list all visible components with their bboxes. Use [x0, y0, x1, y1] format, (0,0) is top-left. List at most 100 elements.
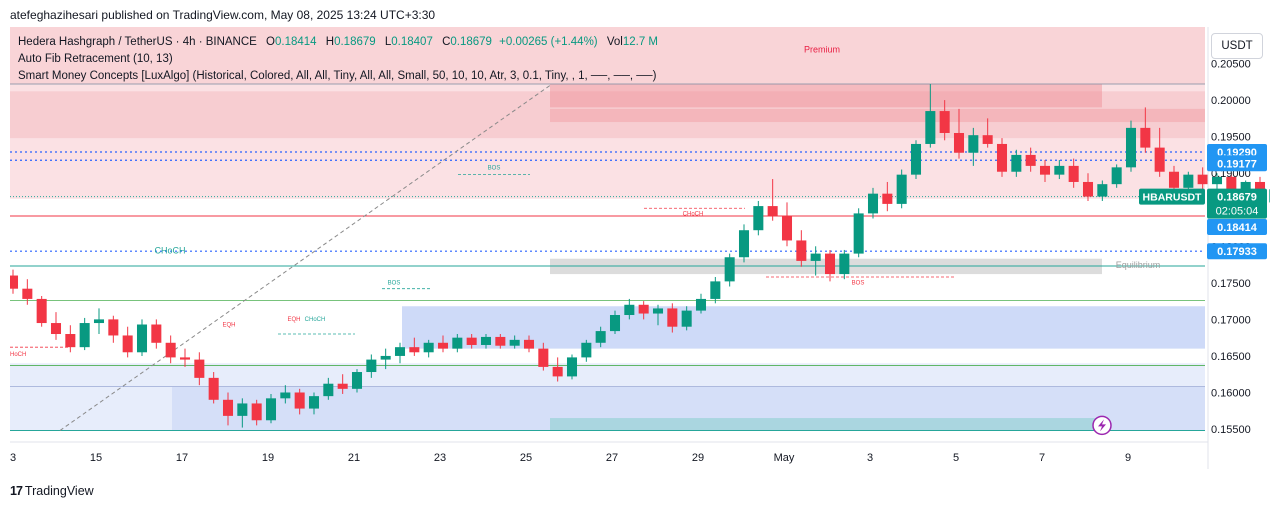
- candle-body[interactable]: [495, 336, 506, 346]
- candle-body[interactable]: [208, 377, 219, 400]
- candle-body[interactable]: [896, 174, 907, 204]
- candle-body[interactable]: [409, 347, 420, 353]
- candle-body[interactable]: [337, 383, 348, 389]
- candle-body[interactable]: [480, 336, 492, 345]
- candle-body[interactable]: [1140, 127, 1151, 148]
- candle-body[interactable]: [423, 342, 434, 353]
- candle-body[interactable]: [581, 342, 592, 358]
- publisher-line: atefeghazihesari published on TradingVie…: [10, 8, 436, 22]
- candle-body[interactable]: [1125, 127, 1137, 168]
- candle-body[interactable]: [222, 399, 234, 416]
- candle-body[interactable]: [595, 331, 606, 343]
- candle-body[interactable]: [867, 193, 879, 214]
- candle-body[interactable]: [724, 257, 735, 282]
- candle-body[interactable]: [366, 359, 377, 373]
- candle-body[interactable]: [1111, 167, 1122, 185]
- candle-body[interactable]: [136, 324, 148, 353]
- candle-body[interactable]: [781, 215, 793, 241]
- candle-body[interactable]: [437, 342, 449, 349]
- candle-body[interactable]: [1183, 174, 1194, 188]
- candle-body[interactable]: [910, 143, 922, 175]
- candle-body[interactable]: [667, 308, 678, 327]
- candle-body[interactable]: [753, 206, 764, 231]
- candle-body[interactable]: [1039, 165, 1051, 175]
- candle-body[interactable]: [982, 135, 993, 144]
- candle-body[interactable]: [1197, 174, 1208, 185]
- candle-body[interactable]: [122, 335, 133, 353]
- legend-symbol[interactable]: Hedera Hashgraph / TetherUS · 4h · BINAN…: [18, 36, 257, 48]
- candle-body[interactable]: [882, 193, 893, 204]
- candle-body[interactable]: [452, 337, 463, 349]
- candle-body[interactable]: [853, 213, 864, 254]
- candle-body[interactable]: [566, 357, 578, 377]
- candle-body[interactable]: [10, 275, 19, 289]
- candle-body[interactable]: [939, 111, 950, 133]
- candle-body[interactable]: [552, 366, 563, 377]
- candle-body[interactable]: [738, 230, 750, 258]
- currency-selector[interactable]: USDT: [1211, 33, 1263, 59]
- candle-body[interactable]: [108, 319, 119, 336]
- candle-body[interactable]: [93, 319, 105, 324]
- candle-body[interactable]: [237, 403, 248, 416]
- candle-body[interactable]: [1054, 165, 1065, 175]
- candle-body[interactable]: [323, 383, 334, 397]
- candle-body[interactable]: [710, 281, 721, 299]
- candle-body[interactable]: [1097, 184, 1108, 197]
- candle-body[interactable]: [351, 372, 363, 389]
- candle-body[interactable]: [1154, 147, 1165, 172]
- candle-body[interactable]: [194, 359, 205, 378]
- candle-body[interactable]: [251, 403, 262, 421]
- chart-area[interactable]: Premium Equilibrium CHoCH BOS BOS CHoCH EQH EQH…: [10, 27, 1270, 469]
- candle-body[interactable]: [681, 310, 692, 327]
- candle-body[interactable]: [1168, 171, 1180, 188]
- candle-body[interactable]: [179, 357, 191, 360]
- candle-body[interactable]: [1068, 165, 1079, 182]
- candle-body[interactable]: [609, 315, 621, 332]
- candle-body[interactable]: [294, 392, 305, 409]
- choch-left-label: HoCH: [10, 352, 26, 358]
- candle-body[interactable]: [839, 253, 850, 275]
- candle-body[interactable]: [1211, 176, 1223, 185]
- candle-body[interactable]: [36, 298, 47, 324]
- candle-body[interactable]: [79, 323, 90, 348]
- candle-body[interactable]: [308, 396, 320, 409]
- candle-body[interactable]: [925, 111, 936, 144]
- candle-body[interactable]: [50, 323, 62, 335]
- candle-body[interactable]: [1269, 189, 1270, 203]
- candle-body[interactable]: [824, 253, 836, 275]
- candle-body[interactable]: [1226, 176, 1237, 192]
- candle-body[interactable]: [767, 206, 778, 216]
- candle-body[interactable]: [538, 348, 549, 367]
- candle-body[interactable]: [953, 132, 965, 153]
- candle-body[interactable]: [151, 324, 162, 343]
- candle-body[interactable]: [1025, 154, 1036, 166]
- lightning-glyph: [1098, 419, 1106, 432]
- tradingview-logo[interactable]: 17 TradingView: [10, 484, 94, 498]
- candle-body[interactable]: [1082, 181, 1094, 197]
- candle-body[interactable]: [22, 288, 33, 299]
- candle-body[interactable]: [466, 337, 477, 345]
- legend-indicator-fib[interactable]: Auto Fib Retracement (10, 13): [18, 53, 173, 65]
- candle-body[interactable]: [796, 240, 807, 261]
- candle-body[interactable]: [523, 339, 535, 349]
- legend-indicator-smc[interactable]: Smart Money Concepts [LuxAlgo] (Historic…: [18, 70, 657, 82]
- candle-body[interactable]: [1011, 154, 1022, 172]
- candle-body[interactable]: [280, 392, 291, 399]
- candle-body[interactable]: [810, 253, 821, 261]
- candle-body[interactable]: [1240, 181, 1251, 192]
- candle-body[interactable]: [394, 347, 406, 356]
- y-tick-label: 0.15500: [1211, 424, 1251, 436]
- candle-body[interactable]: [624, 304, 635, 316]
- candle-body[interactable]: [65, 334, 76, 348]
- candle-body[interactable]: [638, 304, 649, 314]
- candle-body[interactable]: [165, 342, 176, 358]
- candle-body[interactable]: [695, 298, 707, 311]
- price-chart[interactable]: PremiumEquilibriumCHoCHBOSBOSCHoCHEQHEQH…: [10, 27, 1270, 469]
- candle-body[interactable]: [652, 308, 664, 314]
- bos-label-1: BOS: [488, 166, 501, 172]
- candle-body[interactable]: [968, 135, 979, 153]
- candle-body[interactable]: [265, 398, 277, 421]
- candle-body[interactable]: [996, 143, 1008, 172]
- candle-body[interactable]: [380, 355, 391, 360]
- candle-body[interactable]: [509, 339, 520, 346]
